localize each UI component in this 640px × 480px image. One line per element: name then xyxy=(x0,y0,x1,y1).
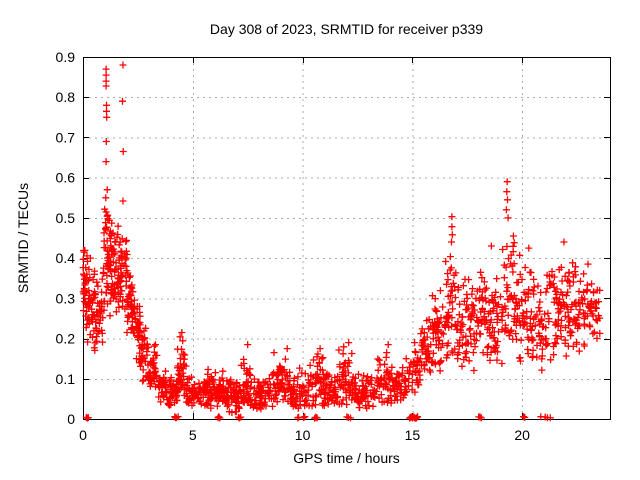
chart-title: Day 308 of 2023, SRMTID for receiver p33… xyxy=(209,21,484,37)
y-tick-label: 0.2 xyxy=(56,331,76,347)
x-axis-label: GPS time / hours xyxy=(293,450,400,466)
y-tick-label: 0.7 xyxy=(56,129,76,145)
y-tick-label: 0.5 xyxy=(56,210,76,226)
x-tick-label: 5 xyxy=(189,427,197,443)
y-tick-label: 0.1 xyxy=(56,371,76,387)
y-tick-label: 0 xyxy=(67,411,75,427)
x-tick-label: 10 xyxy=(295,427,311,443)
data-points xyxy=(79,61,604,422)
y-tick-label: 0.4 xyxy=(56,250,76,266)
x-tick-label: 15 xyxy=(405,427,421,443)
x-tick-label: 0 xyxy=(79,427,87,443)
x-tick-label: 20 xyxy=(514,427,530,443)
y-tick-label: 0.8 xyxy=(56,89,76,105)
y-tick-label: 0.6 xyxy=(56,170,76,186)
y-tick-label: 0.3 xyxy=(56,290,76,306)
plot-frame xyxy=(83,57,611,420)
y-tick-label: 0.9 xyxy=(56,49,76,65)
